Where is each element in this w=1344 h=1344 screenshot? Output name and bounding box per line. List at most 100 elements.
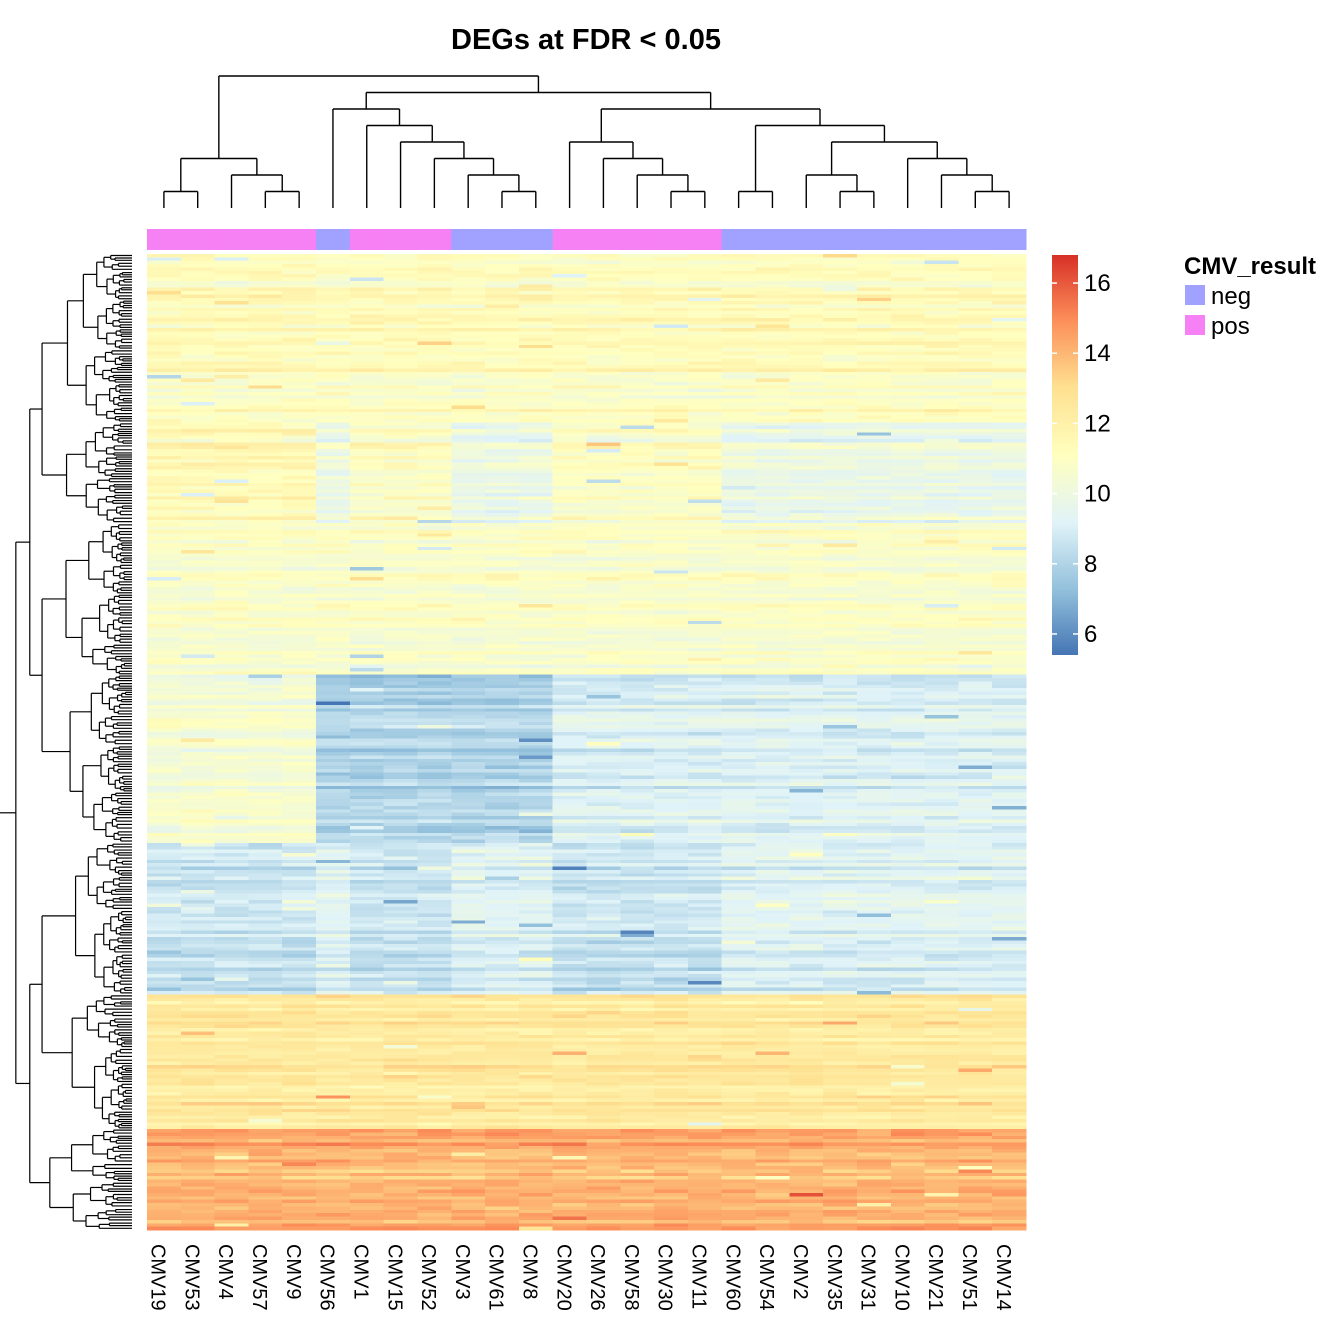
heatmap-cell bbox=[383, 317, 419, 322]
heatmap-cell bbox=[856, 442, 892, 447]
heatmap-cell bbox=[282, 657, 317, 662]
heatmap-cell bbox=[654, 418, 689, 423]
heatmap-cell bbox=[180, 708, 216, 713]
heatmap-cell bbox=[586, 540, 621, 545]
heatmap-cell bbox=[823, 536, 858, 541]
heatmap-cell bbox=[248, 358, 283, 363]
heatmap-cell bbox=[958, 385, 993, 390]
heatmap-cell bbox=[789, 684, 824, 689]
heatmap-cell bbox=[147, 550, 182, 555]
heatmap-cell bbox=[687, 701, 723, 706]
heatmap-cell bbox=[789, 563, 824, 568]
heatmap-cell bbox=[451, 627, 486, 632]
heatmap-cell bbox=[823, 395, 858, 400]
heatmap-cell bbox=[958, 391, 993, 396]
heatmap-cell bbox=[552, 402, 588, 407]
heatmap-cell bbox=[214, 314, 250, 319]
heatmap-cell bbox=[823, 317, 858, 322]
heatmap-cell bbox=[924, 715, 959, 720]
heatmap-cell bbox=[485, 647, 520, 652]
heatmap-cell bbox=[958, 617, 993, 622]
heatmap-cell bbox=[924, 698, 959, 703]
heatmap-cell bbox=[417, 597, 452, 602]
heatmap-cell bbox=[823, 654, 858, 659]
heatmap-cell bbox=[383, 550, 419, 555]
heatmap-cell bbox=[890, 415, 926, 420]
heatmap-cell bbox=[214, 408, 250, 413]
heatmap-cell bbox=[755, 274, 790, 279]
heatmap-cell bbox=[552, 523, 588, 528]
heatmap-cell bbox=[992, 311, 1027, 316]
heatmap-cell bbox=[485, 580, 520, 585]
heatmap-cell bbox=[180, 718, 216, 723]
heatmap-cell bbox=[586, 738, 621, 743]
heatmap-cell bbox=[654, 415, 689, 420]
heatmap-cell bbox=[180, 647, 216, 652]
heatmap-cell bbox=[147, 348, 182, 353]
heatmap-cell bbox=[214, 297, 250, 302]
heatmap-cell bbox=[856, 496, 892, 501]
heatmap-cell bbox=[755, 546, 790, 551]
heatmap-cell bbox=[620, 550, 655, 555]
heatmap-cell bbox=[856, 698, 892, 703]
heatmap-cell bbox=[485, 489, 520, 494]
heatmap-cell bbox=[687, 368, 723, 373]
heatmap-cell bbox=[316, 314, 351, 319]
heatmap-cell bbox=[856, 553, 892, 558]
heatmap-cell bbox=[789, 644, 824, 649]
heatmap-cell bbox=[451, 270, 486, 275]
heatmap-cell bbox=[958, 654, 993, 659]
heatmap-cell bbox=[789, 593, 824, 598]
annotation-cell bbox=[721, 229, 757, 250]
heatmap-cell bbox=[383, 661, 419, 666]
heatmap-cell bbox=[890, 516, 926, 521]
heatmap-cell bbox=[147, 566, 182, 571]
heatmap-cell bbox=[620, 556, 655, 561]
heatmap-cell bbox=[586, 358, 621, 363]
heatmap-cell bbox=[485, 324, 520, 329]
heatmap-cell bbox=[890, 563, 926, 568]
heatmap-cell bbox=[620, 351, 655, 356]
heatmap-cell bbox=[349, 408, 385, 413]
heatmap-cell bbox=[417, 600, 452, 605]
heatmap-cell bbox=[687, 667, 723, 672]
heatmap-cell bbox=[214, 698, 250, 703]
heatmap-cell bbox=[654, 287, 689, 292]
heatmap-cell bbox=[620, 442, 655, 447]
heatmap-cell bbox=[316, 674, 351, 679]
heatmap-cell bbox=[214, 338, 250, 343]
heatmap-cell bbox=[789, 526, 824, 531]
heatmap-cell bbox=[755, 593, 790, 598]
heatmap-cell bbox=[620, 523, 655, 528]
heatmap-cell bbox=[586, 617, 621, 622]
heatmap-cell bbox=[552, 661, 588, 666]
heatmap-cell bbox=[755, 742, 790, 746]
heatmap-cell bbox=[755, 516, 790, 521]
heatmap-cell bbox=[383, 492, 419, 497]
heatmap-cell bbox=[349, 449, 385, 454]
heatmap-cell bbox=[789, 425, 824, 430]
heatmap-cell bbox=[552, 425, 588, 430]
heatmap-cell bbox=[687, 489, 723, 494]
heatmap-cell bbox=[992, 365, 1027, 370]
heatmap-cell bbox=[620, 600, 655, 605]
heatmap-cell bbox=[147, 311, 182, 316]
heatmap-cell bbox=[620, 701, 655, 706]
heatmap-cell bbox=[180, 331, 216, 336]
heatmap-cell bbox=[485, 688, 520, 693]
heatmap-cell bbox=[383, 627, 419, 632]
heatmap-cell bbox=[687, 439, 723, 444]
heatmap-cell bbox=[789, 324, 824, 329]
heatmap-cell bbox=[383, 587, 419, 592]
heatmap-cell bbox=[383, 553, 419, 558]
heatmap-cell bbox=[417, 678, 452, 683]
heatmap-cell bbox=[789, 408, 824, 413]
heatmap-cell bbox=[147, 264, 182, 269]
heatmap-cell bbox=[721, 509, 757, 514]
heatmap-cell bbox=[417, 523, 452, 528]
heatmap-cell bbox=[958, 721, 993, 726]
heatmap-cell bbox=[214, 529, 250, 534]
heatmap-cell bbox=[349, 455, 385, 460]
heatmap-cell bbox=[485, 388, 520, 393]
heatmap-cell bbox=[958, 317, 993, 322]
